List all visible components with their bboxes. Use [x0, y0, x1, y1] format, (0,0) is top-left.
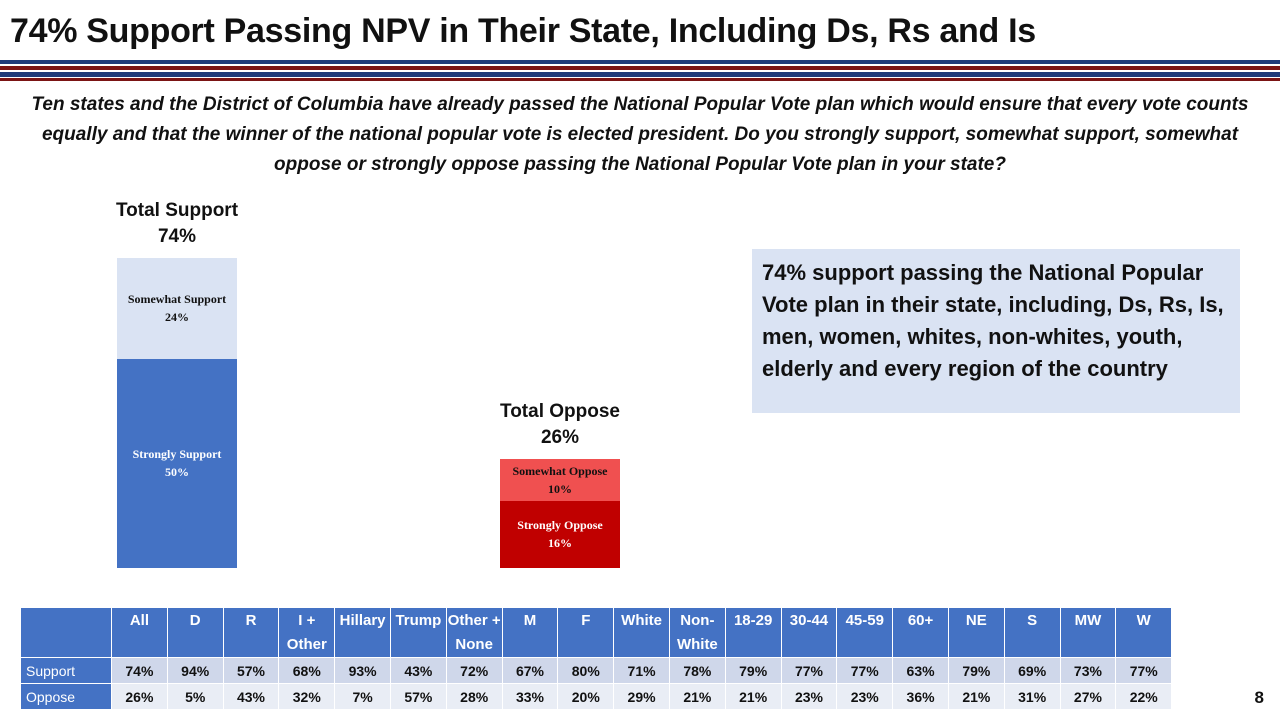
table-cell: 43%: [222, 683, 280, 710]
column-header: 45-59: [836, 607, 894, 658]
title-rule-red-1: [0, 66, 1280, 70]
table-cell: 22%: [1115, 683, 1173, 710]
bar-total-label: 74%: [157, 226, 197, 247]
table-cell: 77%: [780, 657, 838, 684]
segment-name-label: Strongly Oppose: [517, 518, 603, 533]
table-cell: 29%: [613, 683, 670, 710]
table-row: Oppose 26% 5% 43% 32% 7% 57% 28% 33% 20% 29% 21% 21%…: [20, 683, 1173, 710]
column-header: 18-29: [724, 607, 782, 658]
table-cell: 26%: [111, 683, 168, 710]
segment-value-label: 24%: [165, 310, 189, 325]
column-header: White: [613, 607, 670, 658]
table-cell: 7%: [334, 683, 391, 710]
table-cell: 32%: [278, 683, 336, 710]
table-cell: 23%: [780, 683, 838, 710]
bar-segment-strongly-support: Strongly Support 50%: [117, 358, 237, 568]
table-cell: 20%: [557, 683, 615, 710]
table-cell: 73%: [1059, 657, 1117, 684]
bar-title-label: Total Support: [115, 200, 239, 221]
segment-name-label: Somewhat Oppose: [512, 464, 608, 479]
column-header: I + Other: [278, 607, 336, 658]
table-cell: 72%: [445, 657, 503, 684]
row-label: Oppose: [20, 683, 112, 710]
column-header: 60+: [892, 607, 949, 658]
survey-question: Ten states and the District of Columbia …: [31, 94, 1249, 175]
table-cell: 31%: [1003, 683, 1061, 710]
column-header: NE: [947, 607, 1005, 658]
bar-segment-somewhat-oppose: Somewhat Oppose 10%: [500, 459, 620, 501]
column-header: M: [501, 607, 559, 658]
bar-title-0: Total Support 74%: [77, 198, 277, 250]
column-header: Trump: [389, 607, 447, 658]
column-header: W: [1115, 607, 1173, 658]
table-corner-cell: [20, 607, 112, 658]
table-cell: 74%: [111, 657, 168, 684]
table-cell: 27%: [1059, 683, 1117, 710]
table-cell: 57%: [222, 657, 280, 684]
segment-value-label: 50%: [165, 465, 189, 480]
table-cell: 79%: [947, 657, 1005, 684]
callout-box: 74% support passing the National Popular…: [752, 249, 1240, 413]
segment-value-label: 16%: [548, 536, 572, 551]
table-cell: 57%: [389, 683, 447, 710]
table-cell: 33%: [501, 683, 559, 710]
table-cell: 68%: [278, 657, 336, 684]
table-cell: 63%: [892, 657, 949, 684]
table-cell: 21%: [668, 683, 726, 710]
bar-segment-somewhat-support: Somewhat Support 24%: [117, 258, 237, 359]
column-header: Hillary: [334, 607, 391, 658]
table-cell: 28%: [445, 683, 503, 710]
column-header: Other + None: [445, 607, 503, 658]
table-row: Support 74% 94% 57% 68% 93% 43% 72% 67% 80% 71% 78%…: [20, 657, 1173, 684]
column-header: D: [166, 607, 224, 658]
title-rule-red-2: [0, 78, 1280, 81]
table-cell: 23%: [836, 683, 894, 710]
table-cell: 77%: [836, 657, 894, 684]
table-cell: 93%: [334, 657, 391, 684]
column-header: S: [1003, 607, 1061, 658]
table-cell: 79%: [724, 657, 782, 684]
bar-total-label: 26%: [540, 427, 580, 449]
column-header: MW: [1059, 607, 1117, 658]
table-cell: 80%: [557, 657, 615, 684]
bar-title-label: Total Oppose: [500, 401, 620, 423]
segment-value-label: 10%: [548, 482, 572, 497]
table-cell: 5%: [166, 683, 224, 710]
table-cell: 21%: [947, 683, 1005, 710]
table-cell: 77%: [1115, 657, 1173, 684]
table-cell: 71%: [613, 657, 670, 684]
table-cell: 67%: [501, 657, 559, 684]
column-header: 30-44: [780, 607, 838, 658]
segment-name-label: Strongly Support: [132, 447, 222, 462]
table-cell: 69%: [1003, 657, 1061, 684]
table-cell: 43%: [389, 657, 447, 684]
table-cell: 21%: [724, 683, 782, 710]
slide-title: 74% Support Passing NPV in Their State, …: [10, 12, 1036, 50]
column-header: R: [222, 607, 280, 658]
table-cell: 78%: [668, 657, 726, 684]
table-header-row: All D R I + Other Hillary Trump Other + None M F…: [20, 607, 1173, 658]
row-label: Support: [20, 657, 112, 684]
bar-title-1: Total Oppose 26%: [460, 399, 660, 451]
bar-segment-strongly-oppose: Strongly Oppose 16%: [500, 500, 620, 568]
column-header: F: [557, 607, 615, 658]
table-cell: 36%: [892, 683, 949, 710]
crosstab-table: All D R I + Other Hillary Trump Other + None M F…: [20, 607, 1173, 710]
title-rule-blue-2: [0, 72, 1280, 77]
column-header: All: [111, 607, 168, 658]
column-header: Non-White: [668, 607, 726, 658]
table-cell: 94%: [166, 657, 224, 684]
page-number: 8: [1254, 688, 1264, 707]
segment-name-label: Somewhat Support: [127, 292, 227, 307]
title-rule-blue-1: [0, 60, 1280, 64]
